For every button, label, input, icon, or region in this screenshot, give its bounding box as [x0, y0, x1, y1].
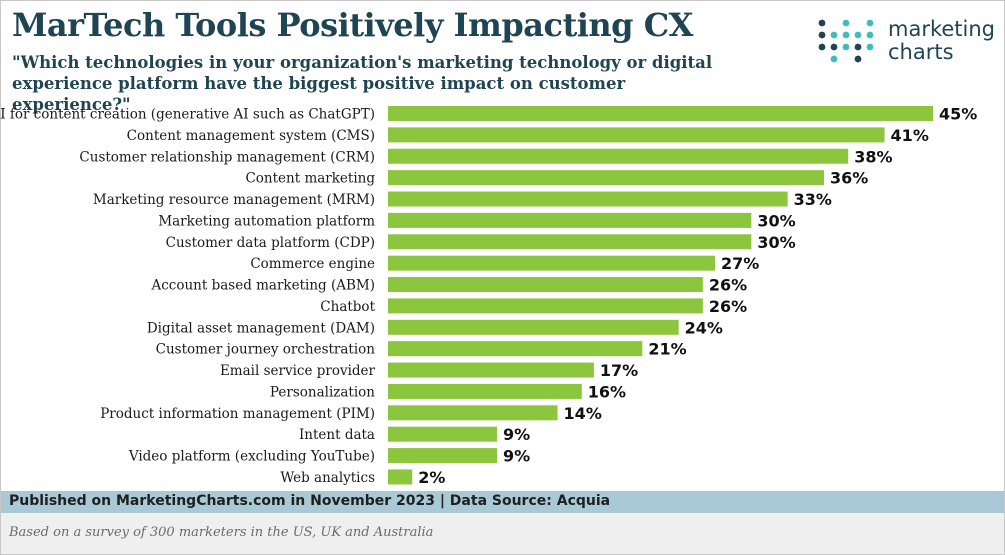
bar	[388, 106, 933, 121]
logo-dot	[842, 19, 850, 27]
category-label: Customer journey orchestration	[156, 342, 376, 358]
value-label: 26%	[709, 276, 747, 295]
category-label: Product information management (PIM)	[100, 406, 375, 422]
bar	[388, 212, 752, 228]
value-label: 24%	[685, 318, 723, 337]
value-label: 26%	[709, 297, 747, 316]
logo-dot	[830, 55, 838, 63]
value-label: 9%	[503, 447, 530, 466]
value-label: 30%	[757, 233, 795, 252]
value-label: 17%	[600, 361, 638, 380]
category-label: Account based marketing (ABM)	[150, 278, 375, 294]
bar	[388, 148, 849, 164]
bar	[388, 191, 788, 207]
value-label: 30%	[757, 211, 795, 230]
published-source: Published on MarketingCharts.com in Nove…	[9, 493, 611, 509]
bar	[388, 127, 885, 143]
logo-dot	[842, 31, 850, 39]
bar	[388, 341, 643, 357]
value-label: 21%	[648, 340, 686, 359]
value-label: 36%	[830, 169, 868, 188]
logo-dot	[866, 31, 874, 39]
category-label: Content marketing	[245, 171, 375, 187]
category-label: Web analytics	[280, 470, 375, 486]
logo-dot	[866, 19, 874, 27]
value-label: 38%	[854, 147, 892, 166]
logo-dot	[854, 55, 862, 63]
value-label: 2%	[418, 468, 445, 487]
logo-dot	[854, 43, 862, 51]
category-label: Commerce engine	[250, 256, 375, 272]
bar	[388, 405, 558, 421]
bar	[388, 426, 497, 442]
logo-dot	[818, 19, 826, 27]
category-label: Marketing automation platform	[158, 213, 375, 229]
category-label: Customer data platform (CDP)	[166, 235, 375, 251]
bar	[388, 298, 703, 314]
chart-subtitle: "Which technologies in your organization…	[12, 53, 713, 114]
bar	[388, 362, 594, 378]
category-label: Content management system (CMS)	[127, 128, 375, 144]
category-label: Personalization	[270, 384, 375, 400]
logo-line-2: charts	[888, 40, 954, 64]
bar	[388, 277, 703, 293]
bar	[388, 448, 497, 464]
category-label: Video platform (excluding YouTube)	[128, 449, 375, 465]
logo-line-1: marketing	[888, 17, 995, 41]
bar	[388, 255, 715, 271]
value-label: 41%	[891, 126, 929, 145]
logo-dots-icon	[818, 19, 874, 63]
note-band: Based on a survey of 300 marketers in th…	[1, 513, 1004, 554]
value-label: 14%	[564, 404, 602, 423]
value-label: 45%	[939, 105, 977, 124]
category-label: Chatbot	[320, 299, 375, 315]
logo-dot	[866, 43, 874, 51]
logo-dot	[854, 31, 862, 39]
category-label: Email service provider	[220, 363, 376, 379]
logo-dot	[830, 31, 838, 39]
logo-wordmark: marketing charts	[888, 18, 995, 64]
logo-dot	[818, 43, 826, 51]
survey-note: Based on a survey of 300 marketers in th…	[9, 525, 434, 540]
category-label: AI for content creation (generative AI s…	[0, 107, 375, 123]
marketingcharts-logo: marketing charts	[818, 18, 998, 68]
value-label: 16%	[588, 382, 626, 401]
category-label: Customer relationship management (CRM)	[79, 149, 375, 165]
bar	[388, 234, 752, 250]
logo-dot	[818, 31, 826, 39]
value-label: 9%	[503, 425, 530, 444]
footer-band: Published on MarketingCharts.com in Nove…	[1, 491, 1004, 513]
bar	[388, 319, 679, 335]
bar	[388, 469, 413, 485]
chart-title: MarTech Tools Positively Impacting CX	[12, 6, 693, 44]
value-label: 27%	[721, 254, 759, 273]
category-label: Intent data	[299, 427, 375, 443]
logo-dot	[830, 43, 838, 51]
bar-chart: AI for content creation (generative AI s…	[0, 105, 977, 487]
bar	[388, 383, 582, 399]
category-label: Digital asset management (DAM)	[147, 320, 375, 336]
bar	[388, 170, 824, 186]
logo-dot	[842, 43, 850, 51]
category-label: Marketing resource management (MRM)	[93, 192, 375, 208]
value-label: 33%	[794, 190, 832, 209]
